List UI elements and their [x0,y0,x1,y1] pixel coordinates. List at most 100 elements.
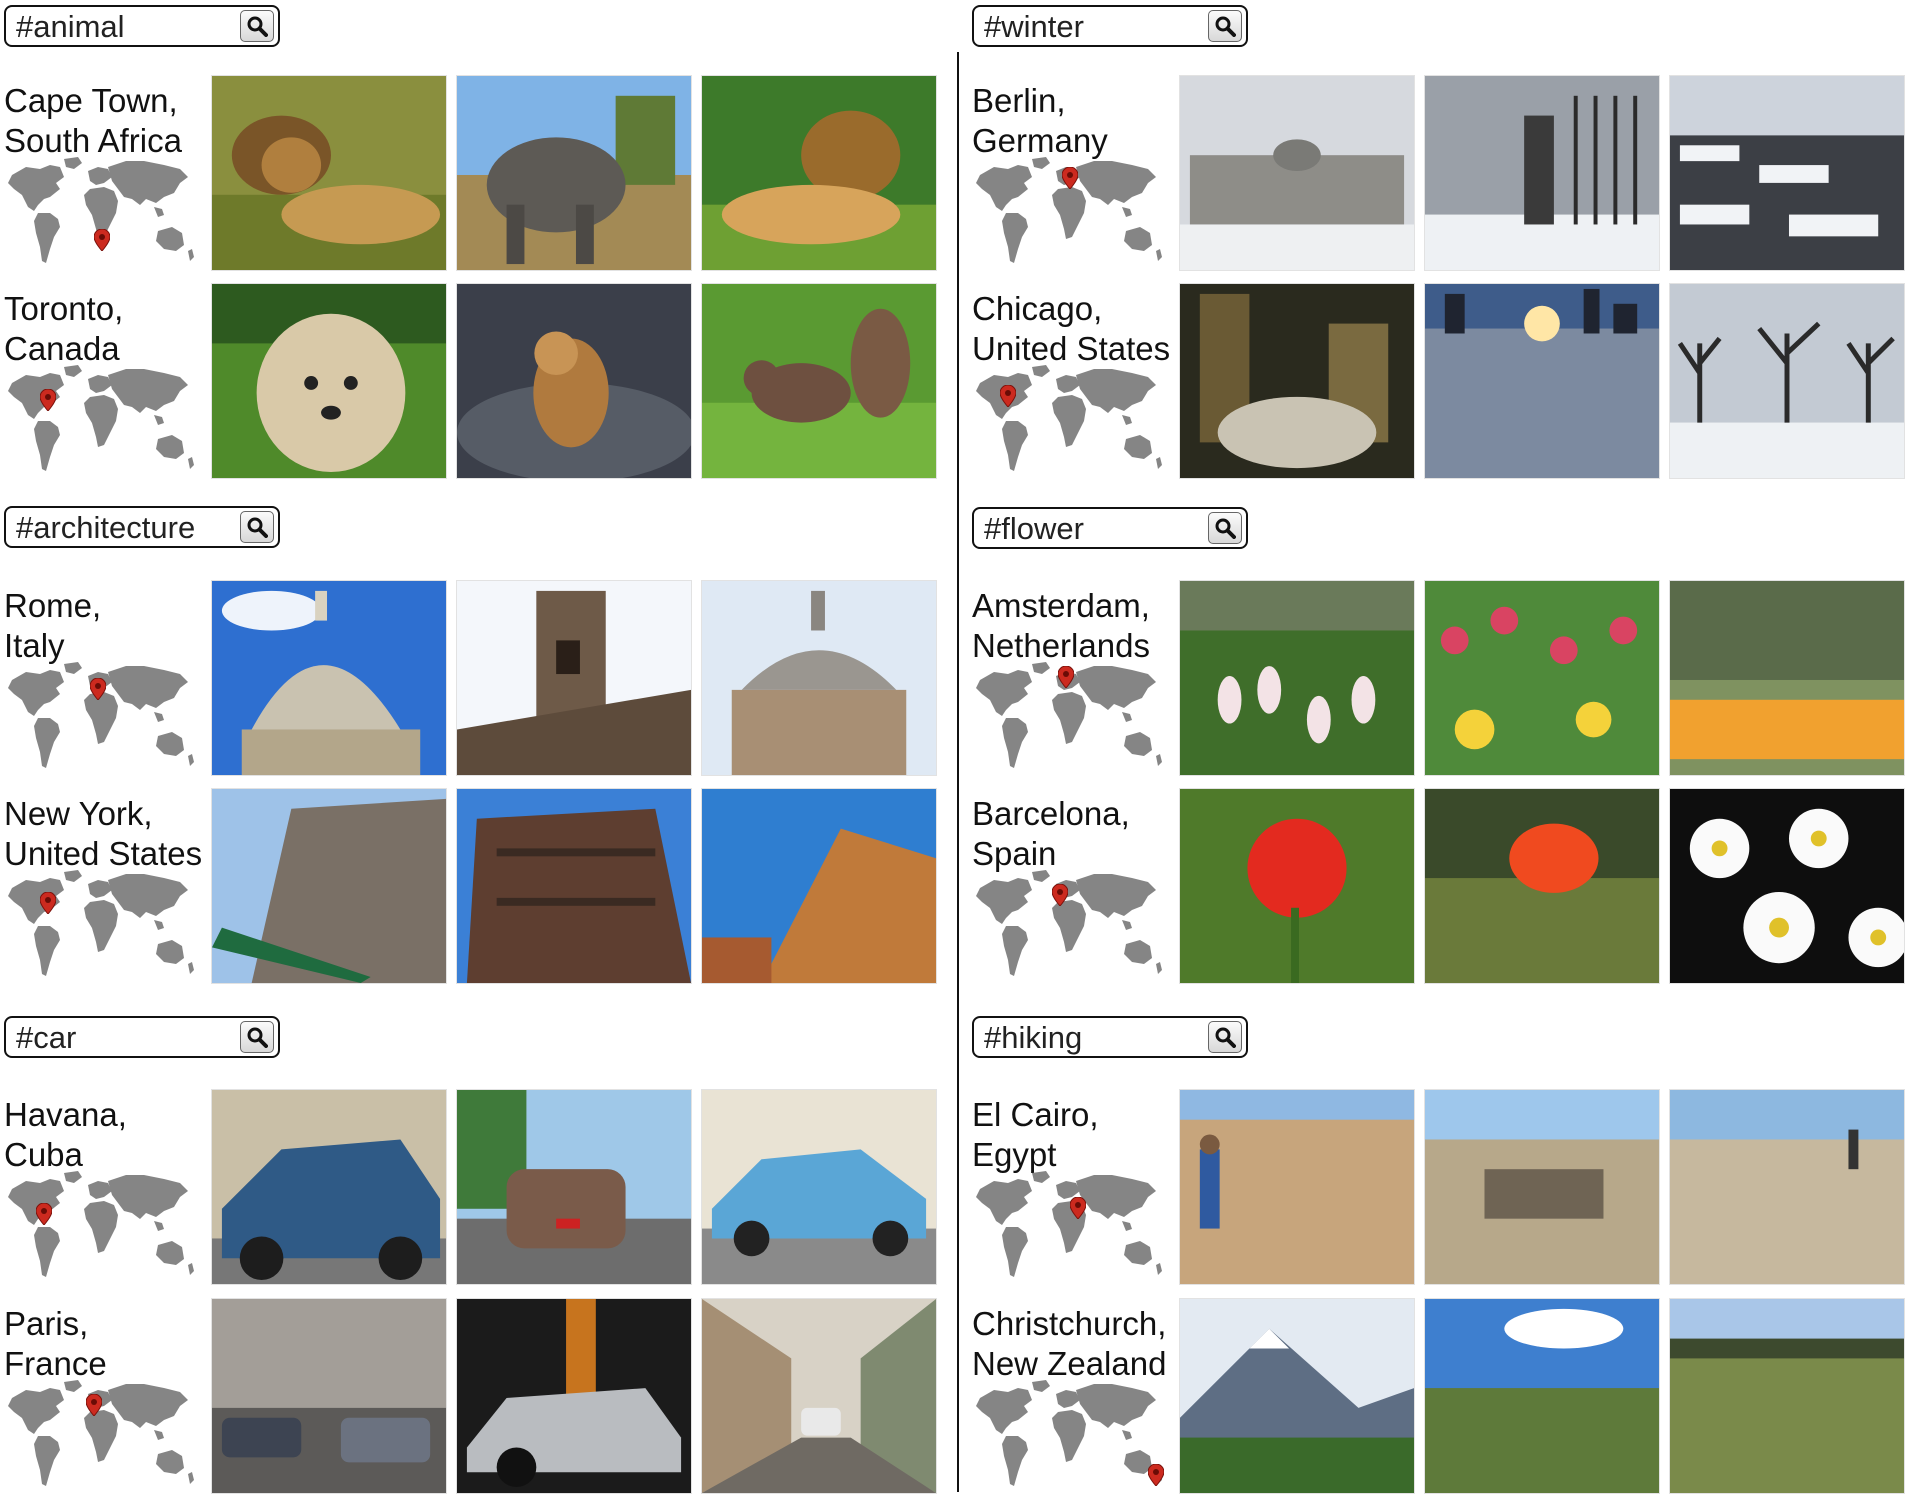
photo-dome[interactable] [211,580,447,776]
photo-elephant[interactable] [456,75,692,271]
photo-squirrel[interactable] [701,283,937,479]
photo-red-poppy[interactable] [1424,788,1660,984]
photo-white-daisies[interactable] [1669,788,1905,984]
photo-traffic-street[interactable] [211,1298,447,1494]
photo-bean-night[interactable] [1179,283,1415,479]
world-map-icon [972,153,1168,269]
search-button[interactable] [240,10,274,42]
location-row-berlin: Berlin, Germany [972,75,1912,271]
search-box-flower[interactable]: #flower [972,507,1248,549]
photo-silver-convertible[interactable] [456,1298,692,1494]
world-map-icon [4,361,200,477]
location-row-paris: Paris, France [4,1298,954,1494]
search-query[interactable]: #winter [984,9,1084,44]
location-row-el-cairo: El Cairo, Egypt [972,1089,1912,1285]
city-label: New York, United States [4,795,203,872]
photo-fence-snow[interactable] [1424,75,1660,271]
photo-brick-building[interactable] [456,788,692,984]
map-pin-icon [1062,167,1078,189]
photo-lion-grass[interactable] [701,75,937,271]
location-row-chicago: Chicago, United States [972,283,1912,479]
search-query[interactable]: #hiking [984,1020,1083,1055]
search-button[interactable] [1208,512,1242,544]
location-row-rome: Rome, Italy [4,580,954,776]
world-map-icon [4,658,200,774]
city-label: Toronto, Canada [4,290,124,367]
photo-lion-pair[interactable] [211,75,447,271]
photo-tulip-field[interactable] [1424,580,1660,776]
location-row-new-york: New York, United States [4,788,954,984]
city-label: Barcelona, Spain [972,795,1130,872]
location-row-toronto: Toronto, Canada [4,283,954,479]
photo-ruins-hikers[interactable] [1424,1089,1660,1285]
location-row-cape-town: Cape Town, South Africa [4,75,954,271]
search-box-architecture[interactable]: #architecture [4,506,280,548]
photo-desert-hiker[interactable] [1179,1089,1415,1285]
photo-light-blue-car[interactable] [701,1089,937,1285]
city-label: Paris, France [4,1305,107,1382]
search-query[interactable]: #animal [16,9,125,44]
map-pin-icon [1148,1464,1164,1486]
search-button[interactable] [1208,10,1242,42]
photo-snow-sunset[interactable] [1424,283,1660,479]
photo-narrow-street[interactable] [701,1298,937,1494]
photo-white-red-tulips[interactable] [1179,580,1415,776]
location-row-christchurch: Christchurch, New Zealand [972,1298,1912,1494]
location-row-amsterdam: Amsterdam, Netherlands [972,580,1912,776]
photo-orange-tulips[interactable] [1669,580,1905,776]
search-query[interactable]: #car [16,1020,77,1055]
world-map-icon [972,1167,1168,1283]
photo-broadway-building[interactable] [211,788,447,984]
photo-dirt-road[interactable] [1669,1089,1905,1285]
world-map-icon [4,1376,200,1492]
photo-bare-trees[interactable] [1669,283,1905,479]
world-map-icon [972,658,1168,774]
photo-orange-building[interactable] [701,788,937,984]
search-button[interactable] [1208,1021,1242,1053]
city-label: Cape Town, South Africa [4,82,182,159]
magnifier-icon [1214,1026,1236,1048]
photo-scrub-hills[interactable] [1669,1298,1905,1494]
search-query[interactable]: #flower [984,511,1084,546]
map-pin-icon [36,1203,52,1225]
city-label: El Cairo, Egypt [972,1096,1099,1173]
magnifier-icon [1214,15,1236,37]
world-map-icon [4,153,200,269]
world-map-icon [4,866,200,982]
map-pin-icon [94,229,110,251]
magnifier-icon [246,1026,268,1048]
city-label: Amsterdam, Netherlands [972,587,1150,664]
city-label: Rome, Italy [4,587,102,664]
magnifier-icon [246,15,268,37]
photo-reichstag-snow[interactable] [1179,75,1415,271]
city-label: Chicago, United States [972,290,1171,367]
photo-memorial-snow[interactable] [1669,75,1905,271]
search-query[interactable]: #architecture [16,510,196,545]
search-box-animal[interactable]: #animal [4,5,280,47]
photo-chipmunk[interactable] [456,283,692,479]
world-map-icon [972,866,1168,982]
search-box-winter[interactable]: #winter [972,5,1248,47]
magnifier-icon [1214,517,1236,539]
photo-brown-classic-car[interactable] [456,1089,692,1285]
city-label: Havana, Cuba [4,1096,127,1173]
world-map-icon [972,1376,1164,1486]
search-box-car[interactable]: #car [4,1016,280,1058]
column-divider [957,52,959,1492]
city-label: Berlin, Germany [972,82,1108,159]
photo-red-rose[interactable] [1179,788,1415,984]
city-label: Christchurch, New Zealand [972,1305,1167,1382]
magnifier-icon [246,516,268,538]
search-button[interactable] [240,1021,274,1053]
search-button[interactable] [240,511,274,543]
world-map-icon [972,361,1168,477]
photo-valley-vista[interactable] [1424,1298,1660,1494]
search-box-hiking[interactable]: #hiking [972,1016,1248,1058]
photo-snow-mountain[interactable] [1179,1298,1415,1494]
photo-blue-classic-car[interactable] [211,1089,447,1285]
location-row-barcelona: Barcelona, Spain [972,788,1912,984]
photo-tower-bridge[interactable] [456,580,692,776]
photo-dog[interactable] [211,283,447,479]
photo-church[interactable] [701,580,937,776]
location-row-havana: Havana, Cuba [4,1089,954,1285]
